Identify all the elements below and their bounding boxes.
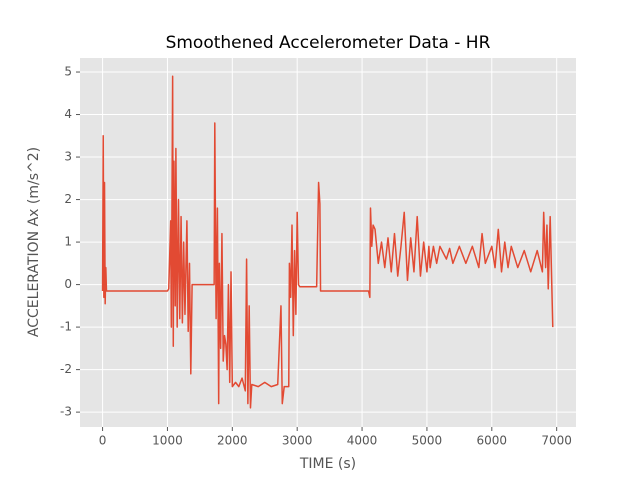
y-tick-label: 5 (64, 65, 72, 79)
chart-title: Smoothened Accelerometer Data - HR (166, 33, 491, 53)
data-line (101, 75, 554, 409)
y-tick-label: -1 (60, 320, 72, 334)
x-tick-label: 7000 (541, 434, 572, 448)
x-tick-label: 2000 (217, 434, 248, 448)
x-tick-label: 1000 (152, 434, 183, 448)
x-axis-label: TIME (s) (299, 456, 356, 472)
y-tick-label: -3 (60, 405, 72, 419)
y-tick-label: -2 (60, 362, 72, 376)
y-axis-label: ACCELERATION Ax (m/s^2) (26, 147, 42, 337)
y-tick-label: 1 (64, 235, 72, 249)
x-tick-label: 5000 (412, 434, 443, 448)
x-tick-label: 3000 (282, 434, 313, 448)
y-tick-label: 0 (64, 277, 72, 291)
x-tick-label: 0 (99, 434, 107, 448)
y-tick-label: 3 (64, 150, 72, 164)
x-tick-label: 6000 (477, 434, 508, 448)
y-tick-label: 4 (64, 107, 72, 121)
x-tick-label: 4000 (347, 434, 378, 448)
y-tick-label: 2 (64, 192, 72, 206)
